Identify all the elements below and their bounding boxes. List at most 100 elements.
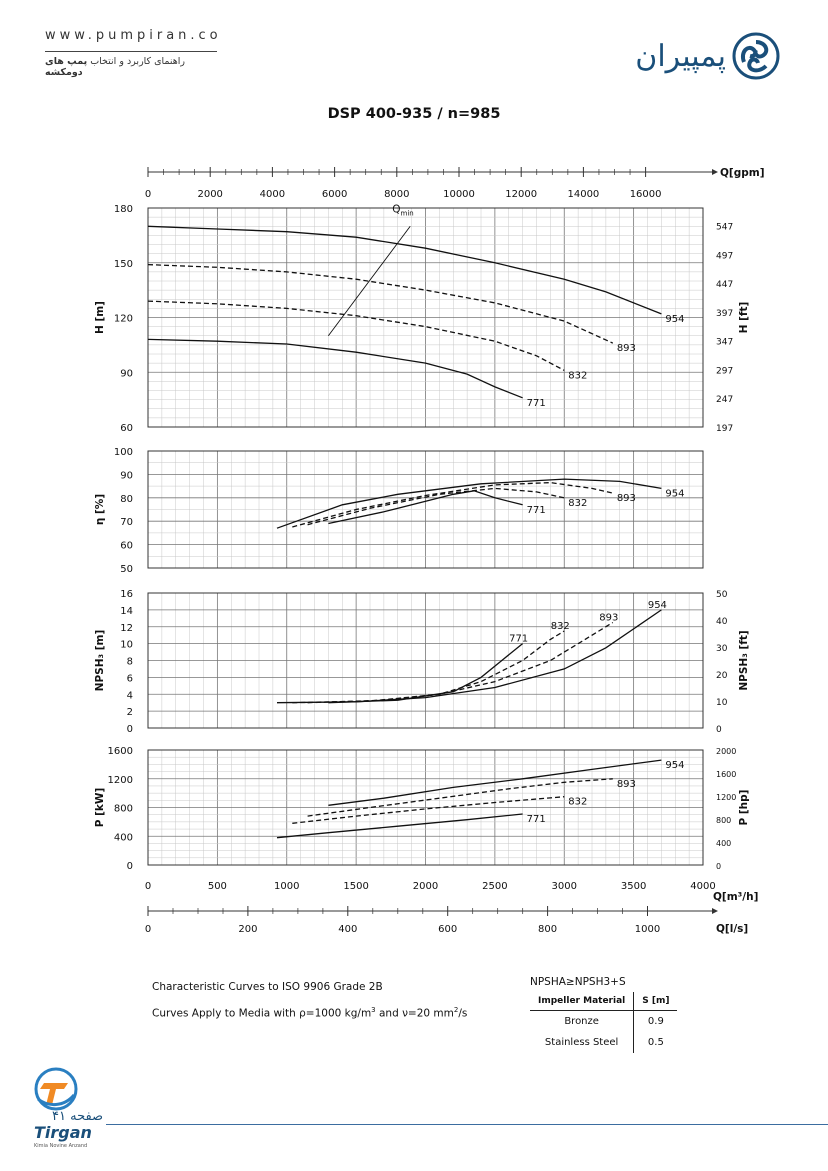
table-header-row: Impeller Material S [m] <box>530 992 678 1011</box>
head-tick-label-right: 397 <box>716 309 733 319</box>
page-title: DSP 400-935 / n=985 <box>327 106 501 122</box>
flow-tick-label: 2500 <box>482 881 507 892</box>
gpm-tick-label: 14000 <box>567 189 599 200</box>
table-cell-s: 0.5 <box>633 1032 678 1053</box>
head-tick-label: 180 <box>114 204 133 215</box>
flow-tick-label: 3000 <box>552 881 577 892</box>
flow-tick-label: 500 <box>208 881 227 892</box>
npsh-tick-label: 2 <box>127 707 133 718</box>
efficiency-tick-label: 50 <box>120 564 133 575</box>
head-tick-label-right: 197 <box>716 424 733 434</box>
npsh-tick-label: 6 <box>127 673 133 684</box>
ls-tick-label: 0 <box>145 924 151 935</box>
head-tick-label-right: 297 <box>716 366 733 376</box>
qmin-line <box>328 225 411 337</box>
head-series-label: 771 <box>527 398 546 409</box>
power-tick-label-right: 0 <box>716 862 721 871</box>
efficiency-ylabel: η [%] <box>94 494 106 525</box>
head-tick-label: 120 <box>114 314 133 325</box>
head-panel: Qmin <box>147 203 704 428</box>
head-tick-label-right: 547 <box>716 223 733 233</box>
material-table: Impeller Material S [m] Bronze 0.9 Stain… <box>530 992 678 1053</box>
head-tick-label-right: 247 <box>716 395 733 405</box>
head-series-893 <box>147 263 614 344</box>
npsh-tick-label-right: 40 <box>716 617 728 627</box>
tirgan-name: Tirgan <box>34 1123 92 1142</box>
tirgan-emblem-icon <box>34 1067 78 1111</box>
npsh-tick-label: 8 <box>127 657 133 668</box>
pumpiran-swirl-logo-icon <box>732 32 780 80</box>
efficiency-tick-label: 80 <box>120 494 133 505</box>
power-tick-label: 800 <box>114 804 133 815</box>
brand-logo: پمپیران <box>635 32 780 80</box>
npsh-tick-label: 16 <box>120 589 133 600</box>
ls-axis-arrow <box>712 908 718 914</box>
npsh-ylabel: NPSH₃ [m] <box>94 630 106 692</box>
efficiency-series-893 <box>292 481 613 528</box>
ls-tick-label: 200 <box>238 924 257 935</box>
power-tick-label-right: 2000 <box>716 747 736 756</box>
gpm-tick-label: 4000 <box>260 189 285 200</box>
power-series-label: 832 <box>568 797 587 808</box>
subtitle-prefix: راهنمای کاربرد و انتخاب <box>90 56 186 67</box>
npsh-panel <box>147 592 704 729</box>
tirgan-logo: صفحه ۴۱ Tirgan Kimia Novine Anzand <box>30 1065 103 1149</box>
npsh-margin-box: NPSHA≥NPSH3+S Impeller Material S [m] Br… <box>530 976 678 1053</box>
head-tick-label-right: 447 <box>716 280 733 290</box>
head-ylabel-right: H [ft] <box>738 302 750 334</box>
npsh-tick-label: 0 <box>127 724 133 735</box>
power-tick-label-right: 400 <box>716 839 731 848</box>
ls-axis-label: Q[l/s] <box>716 923 748 935</box>
gpm-tick-label: 6000 <box>322 189 347 200</box>
efficiency-panel <box>147 450 704 569</box>
power-series-832 <box>292 796 565 824</box>
npsh-series-label: 954 <box>648 600 667 611</box>
power-series-label: 893 <box>617 779 636 790</box>
power-tick-label: 1200 <box>108 775 133 786</box>
footnote-media: Curves Apply to Media with ρ=1000 kg/m3 … <box>152 1006 468 1020</box>
power-frame <box>147 749 704 866</box>
flow-tick-label: 0 <box>145 881 151 892</box>
efficiency-frame <box>147 450 704 569</box>
flow-tick-label: 4000 <box>690 881 715 892</box>
npsh-tick-label-right: 30 <box>716 644 728 654</box>
header-subtitle: راهنمای کاربرد و انتخاب پمپ های دومکشه <box>45 56 220 78</box>
power-series-893 <box>307 778 613 817</box>
npsh-tick-label-right: 0 <box>716 725 722 735</box>
header-divider <box>45 51 217 52</box>
footer-divider <box>106 1124 828 1125</box>
power-series-771 <box>276 813 523 839</box>
power-series-954 <box>328 759 662 806</box>
ls-tick-label: 400 <box>338 924 357 935</box>
gpm-tick-label: 0 <box>145 189 151 200</box>
table-row: Stainless Steel 0.5 <box>530 1032 678 1053</box>
website-url[interactable]: www.pumpiran.co <box>45 28 222 43</box>
head-series-832 <box>147 300 565 371</box>
power-series-label: 954 <box>665 760 684 771</box>
head-tick-label: 90 <box>120 368 133 379</box>
efficiency-series-label: 832 <box>568 498 587 509</box>
gpm-tick-label: 16000 <box>630 189 662 200</box>
flow-tick-label: 2000 <box>413 881 438 892</box>
table-header-material: Impeller Material <box>530 992 634 1011</box>
qmin-subscript: min <box>401 209 414 217</box>
subtitle-bold: پمپ های دومکشه <box>45 56 88 78</box>
npsh-tick-label-right: 50 <box>716 590 728 600</box>
flow-tick-label: 3500 <box>621 881 646 892</box>
table-row: Bronze 0.9 <box>530 1010 678 1032</box>
qmin-label: Qmin <box>392 203 413 217</box>
efficiency-tick-label: 90 <box>120 470 133 481</box>
npsh-tick-label: 12 <box>120 623 133 634</box>
power-tick-label: 400 <box>114 832 133 843</box>
efficiency-series-954 <box>276 478 662 529</box>
power-series-label: 771 <box>527 814 546 825</box>
efficiency-series-771 <box>328 490 523 525</box>
npsh-tick-label: 10 <box>120 640 133 651</box>
ls-tick-label: 1000 <box>635 924 660 935</box>
table-cell-material: Bronze <box>564 1016 599 1027</box>
head-ylabel: H [m] <box>94 301 106 334</box>
footnotes: Characteristic Curves to ISO 9906 Grade … <box>152 976 467 1026</box>
gpm-tick-label: 10000 <box>443 189 475 200</box>
npsh-rule: NPSHA≥NPSH3+S <box>530 976 626 988</box>
